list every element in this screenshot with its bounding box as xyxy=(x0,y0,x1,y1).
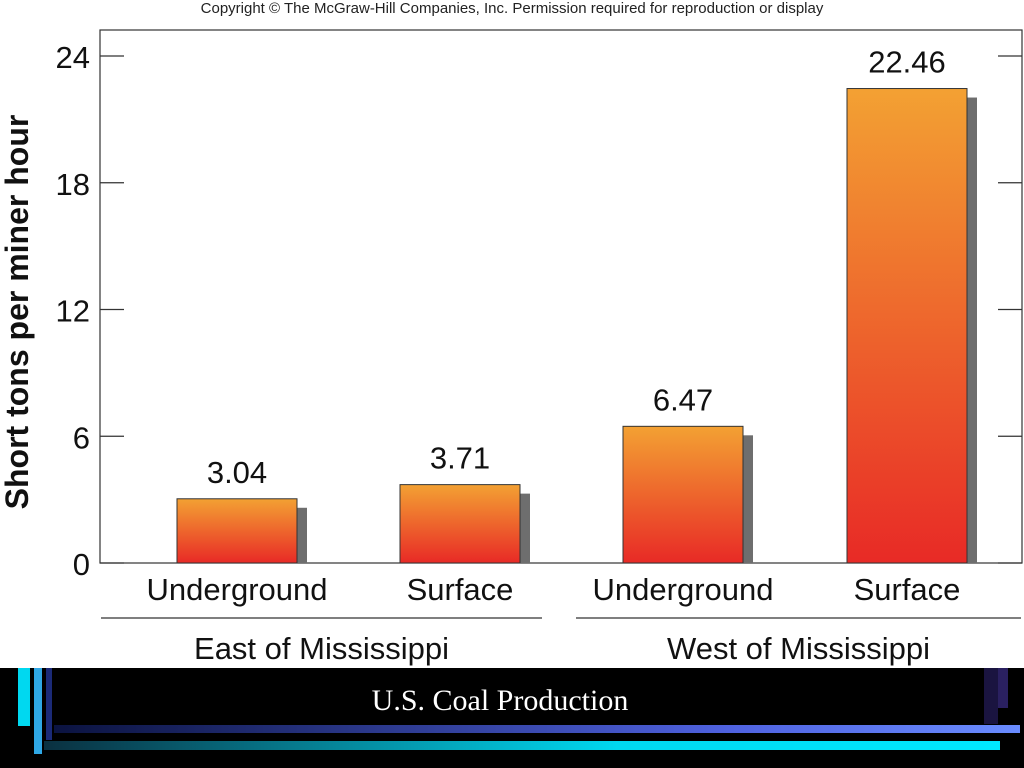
bar xyxy=(399,484,521,564)
x-category-label: Surface xyxy=(854,572,961,607)
bar xyxy=(846,88,968,564)
footer-accent-navy-bar-right xyxy=(984,668,998,724)
footer-accent-navy-bar-left xyxy=(46,668,52,740)
plot-frame xyxy=(99,29,1023,564)
y-tick-label: 0 xyxy=(73,547,90,582)
footer-accent-cyan-bar-left xyxy=(18,668,30,726)
y-tick-label: 6 xyxy=(73,420,90,455)
y-axis-label: Short tons per miner hour xyxy=(0,115,35,510)
bar-value-label: 3.04 xyxy=(207,455,267,490)
slide-title: U.S. Coal Production xyxy=(371,684,629,717)
footer-accent-purple-bar-right xyxy=(998,668,1008,708)
x-group-label: East of Mississippi xyxy=(194,631,449,666)
footer-accent-gradient-line xyxy=(54,725,1020,733)
y-tick-label: 18 xyxy=(56,167,90,202)
footer-accent-cyan-line xyxy=(44,741,1000,750)
footer-accent-blue-bar-left xyxy=(34,668,42,754)
bar xyxy=(176,498,298,564)
bar xyxy=(622,425,744,564)
slide-canvas: Copyright © The McGraw-Hill Companies, I… xyxy=(0,0,1024,668)
x-category-label: Surface xyxy=(407,572,514,607)
copyright-notice: Copyright © The McGraw-Hill Companies, I… xyxy=(200,0,824,17)
y-tick-label: 24 xyxy=(56,40,90,75)
x-category-label: Underground xyxy=(593,572,774,607)
bar-value-label: 6.47 xyxy=(653,382,713,417)
slide-footer xyxy=(0,668,1024,768)
x-group-label: West of Mississippi xyxy=(667,631,930,666)
bar-value-label: 3.71 xyxy=(430,441,490,476)
y-tick-label: 12 xyxy=(56,294,90,329)
x-category-label: Underground xyxy=(147,572,328,607)
bar-value-label: 22.46 xyxy=(868,45,946,80)
bar-chart: 0 6 12 18 24 Short tons per miner hour 3.04 Un… xyxy=(0,29,1023,666)
